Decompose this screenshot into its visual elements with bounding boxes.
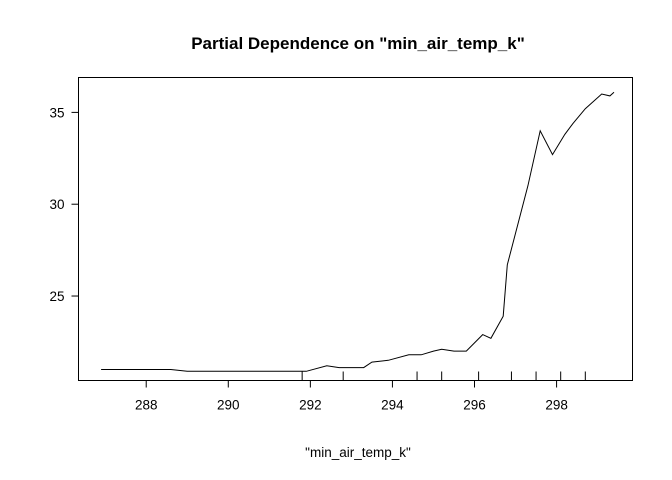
- x-tick-label: 290: [217, 398, 240, 413]
- plot-box: [78, 77, 633, 381]
- y-tick-label: 35: [49, 105, 64, 120]
- x-tick-label: 292: [299, 398, 322, 413]
- x-tick-label: 298: [545, 398, 568, 413]
- series-line: [101, 91, 615, 372]
- chart-title: Partial Dependence on "min_air_temp_k": [191, 34, 525, 53]
- x-axis-label: "min_air_temp_k": [305, 445, 411, 460]
- x-axis: 288 290 292 294 296 298: [135, 380, 568, 413]
- x-tick-label: 296: [463, 398, 486, 413]
- x-tick-label: 288: [135, 398, 158, 413]
- y-tick-label: 25: [49, 289, 64, 304]
- series-lines: [101, 91, 615, 372]
- rug-marks: [301, 371, 586, 381]
- x-tick-label: 294: [381, 398, 404, 413]
- y-axis: 25 30 35: [49, 105, 79, 304]
- y-tick-label: 30: [49, 197, 64, 212]
